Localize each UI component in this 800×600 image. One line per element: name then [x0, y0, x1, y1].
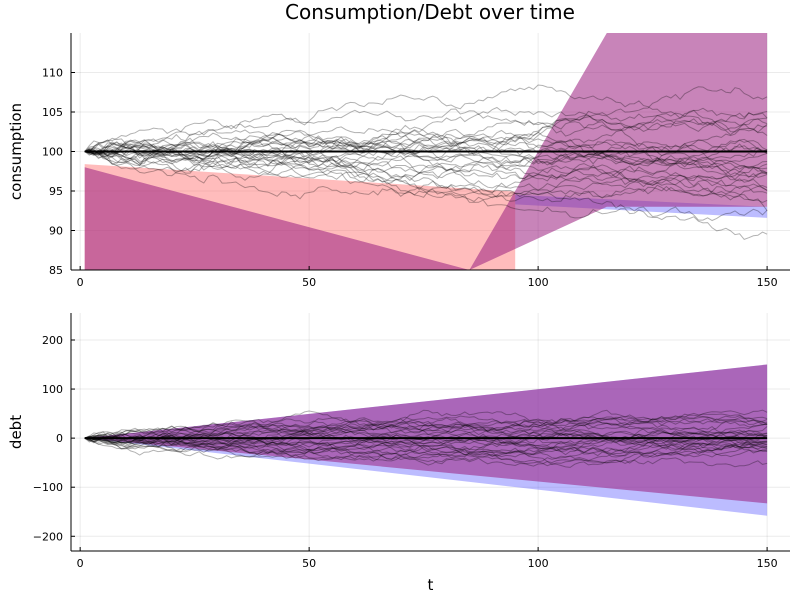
- sample-path: [84, 143, 768, 180]
- sample-path: [84, 129, 768, 168]
- sample-path: [84, 113, 768, 155]
- sample-path: [84, 106, 768, 152]
- x-tick-label: 100: [528, 557, 549, 570]
- sample-path: [84, 138, 768, 170]
- sample-path: [84, 431, 768, 452]
- sample-path: [84, 409, 768, 445]
- sample-path: [84, 409, 768, 439]
- sample-path: [84, 136, 768, 191]
- sample-path: [84, 416, 768, 440]
- x-tick-label: 150: [757, 557, 778, 570]
- sample-path: [84, 431, 768, 467]
- y-tick-label: −200: [33, 530, 63, 543]
- sample-path: [84, 430, 768, 457]
- plot-area: [84, 364, 768, 516]
- y-tick-label: 0: [56, 432, 63, 445]
- sample-path: [84, 409, 768, 453]
- sample-path: [84, 417, 768, 448]
- sample-path: [84, 149, 768, 199]
- plot-area: [84, 33, 768, 270]
- band-1: [84, 364, 768, 504]
- sample-path: [84, 418, 768, 448]
- sample-path: [84, 435, 768, 468]
- sample-path: [84, 433, 768, 449]
- sample-path: [84, 111, 768, 163]
- sample-path: [84, 410, 768, 458]
- x-tick-label: 0: [77, 276, 84, 289]
- sample-path: [84, 430, 768, 457]
- sample-path: [84, 150, 768, 175]
- sample-path: [84, 142, 768, 177]
- sample-path: [84, 130, 768, 165]
- sample-path: [84, 437, 768, 468]
- y-tick-label: 85: [49, 264, 63, 277]
- x-tick-label: 50: [302, 557, 316, 570]
- y-tick-label: 95: [49, 185, 63, 198]
- debt-panel: 0 50 100 150 −200 −100 0 100 200 debt t: [7, 313, 790, 594]
- sample-path: [84, 151, 768, 240]
- y-axis-label: consumption: [7, 103, 25, 200]
- y-tick-label: 100: [42, 146, 63, 159]
- band-2: [84, 33, 768, 270]
- chart-title: Consumption/Debt over time: [285, 0, 575, 24]
- x-tick-label: 50: [302, 276, 316, 289]
- sample-path: [84, 434, 768, 465]
- sample-path: [84, 431, 768, 456]
- sample-path: [84, 435, 768, 458]
- sample-path: [84, 84, 768, 154]
- sample-path: [84, 416, 768, 442]
- sample-path: [84, 415, 768, 439]
- sample-path: [84, 151, 768, 211]
- sample-path: [84, 149, 768, 199]
- sample-path: [84, 437, 768, 462]
- y-tick-label: −100: [33, 481, 63, 494]
- x-tick-label: 100: [528, 276, 549, 289]
- y-tick-label: 90: [49, 225, 63, 238]
- sample-path: [84, 107, 768, 167]
- sample-path: [84, 134, 768, 167]
- sample-path: [84, 146, 768, 179]
- y-axis-label: debt: [7, 415, 25, 449]
- sample-path: [84, 137, 768, 178]
- sample-path: [84, 430, 768, 460]
- sample-path: [84, 418, 768, 450]
- sample-path: [84, 429, 768, 451]
- sample-path: [84, 140, 768, 199]
- sample-path: [84, 151, 768, 200]
- consumption-panel: 0 50 100 150 85 90 95 100 105 110 consumption: [7, 33, 790, 289]
- x-tick-label: 0: [77, 557, 84, 570]
- sample-path: [84, 117, 768, 158]
- y-tick-label: 105: [42, 106, 63, 119]
- sample-path: [84, 436, 768, 459]
- y-tick-label: 100: [42, 383, 63, 396]
- x-tick-label: 150: [757, 276, 778, 289]
- sample-path: [84, 412, 768, 444]
- x-axis-label: t: [428, 576, 434, 594]
- y-tick-label: 110: [42, 67, 63, 80]
- sample-path: [84, 142, 768, 195]
- y-tick-label: 200: [42, 334, 63, 347]
- sample-path: [84, 415, 768, 445]
- sample-path: [84, 136, 768, 167]
